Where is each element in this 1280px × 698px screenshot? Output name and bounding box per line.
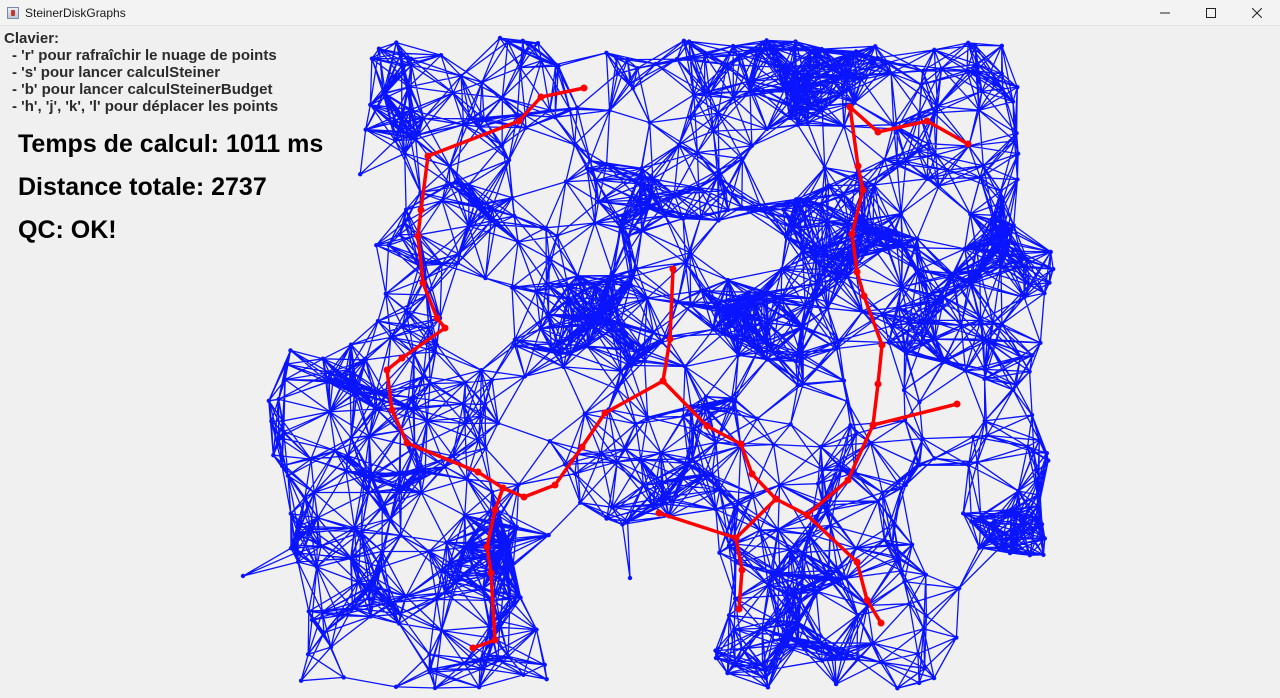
total-distance: Distance totale: 2737	[18, 173, 267, 201]
help-item-steiner: - 's' pour lancer calculSteiner	[12, 64, 221, 81]
help-item-budget: - 'b' pour lancer calculSteinerBudget	[12, 81, 273, 98]
close-icon	[1252, 8, 1262, 18]
steiner-tree	[383, 84, 972, 652]
minimize-icon	[1160, 12, 1170, 14]
java-cup-icon	[7, 6, 19, 19]
title-bar[interactable]: SteinerDiskGraphs	[0, 0, 1280, 26]
help-heading: Clavier:	[4, 30, 60, 47]
window-controls	[1142, 0, 1280, 26]
window-title: SteinerDiskGraphs	[25, 5, 126, 20]
qc-status: QC: OK!	[18, 216, 117, 244]
keyboard-help: Clavier: - 'r' pour rafraîchir le nuage …	[4, 30, 278, 115]
help-item-refresh: - 'r' pour rafraîchir le nuage de points	[12, 47, 277, 64]
graph-nodes	[240, 35, 1056, 691]
graph-canvas[interactable]	[0, 26, 1280, 698]
disk-graph-drawing	[240, 35, 1056, 691]
minimize-button[interactable]	[1142, 0, 1188, 26]
close-button[interactable]	[1234, 0, 1280, 26]
maximize-button[interactable]	[1188, 0, 1234, 26]
maximize-icon	[1206, 8, 1216, 18]
stats-panel: Temps de calcul: 1011 ms Distance totale…	[18, 128, 323, 257]
graph-edges	[242, 37, 1054, 689]
compute-time: Temps de calcul: 1011 ms	[18, 130, 324, 158]
help-item-move: - 'h', 'j', 'k', 'l' pour déplacer les p…	[12, 98, 279, 115]
